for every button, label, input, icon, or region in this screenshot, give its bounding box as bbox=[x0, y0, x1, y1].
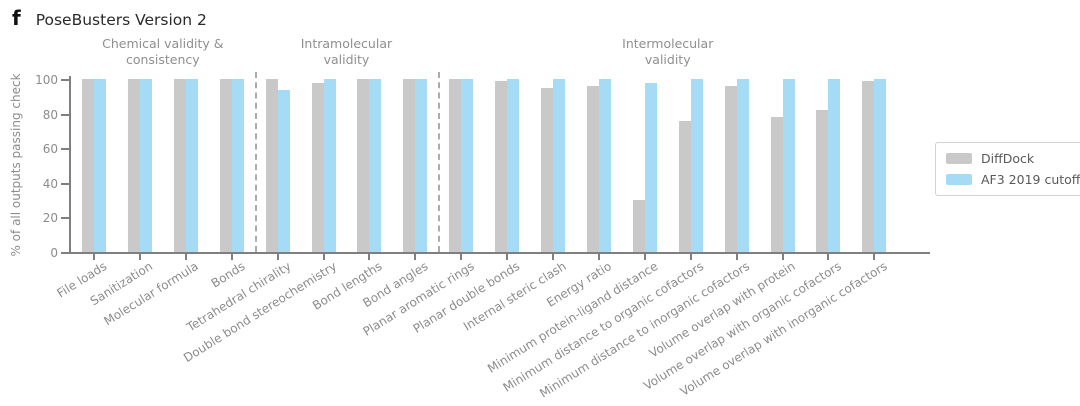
y-axis-spine bbox=[69, 76, 71, 254]
bar-af3-2019-cutoff bbox=[553, 79, 565, 252]
bar-af3-2019-cutoff bbox=[644, 82, 657, 252]
y-tick-label: 20 bbox=[42, 211, 58, 226]
y-tick-mark bbox=[61, 79, 69, 82]
y-tick-label: 100 bbox=[35, 73, 58, 88]
bar-af3-2019-cutoff bbox=[185, 79, 198, 252]
legend-row: AF3 2019 cutoff bbox=[946, 172, 1080, 187]
y-tick-mark bbox=[61, 217, 69, 220]
section-separator bbox=[254, 72, 257, 252]
bar-af3-2019-cutoff bbox=[461, 79, 474, 252]
y-axis-label: % of all outputs passing check bbox=[9, 73, 23, 257]
figure-title: f PoseBusters Version 2 bbox=[12, 6, 207, 30]
x-tick-mark bbox=[689, 254, 692, 260]
bar-diffdock bbox=[724, 86, 737, 252]
bar-diffdock bbox=[816, 110, 829, 252]
bar-diffdock bbox=[403, 79, 416, 252]
x-tick-mark bbox=[460, 254, 463, 260]
x-tick-mark bbox=[276, 254, 279, 260]
bar-af3-2019-cutoff bbox=[323, 79, 336, 252]
x-tick-mark bbox=[552, 254, 554, 260]
x-tick-mark bbox=[643, 254, 646, 260]
x-tick-mark bbox=[597, 254, 600, 260]
bar-af3-2019-cutoff bbox=[828, 79, 841, 252]
bar-af3-2019-cutoff bbox=[507, 79, 520, 252]
section-header: Intramolecular validity bbox=[300, 36, 393, 68]
y-tick-mark bbox=[61, 148, 69, 151]
bar-af3-2019-cutoff bbox=[369, 79, 382, 252]
x-axis-spine bbox=[69, 252, 930, 254]
bar-af3-2019-cutoff bbox=[874, 79, 887, 252]
bar-diffdock bbox=[586, 86, 599, 252]
legend-row: DiffDock bbox=[946, 151, 1080, 166]
bar-af3-2019-cutoff bbox=[277, 89, 290, 252]
bar-af3-2019-cutoff bbox=[598, 79, 611, 252]
bar-af3-2019-cutoff bbox=[782, 79, 795, 252]
bar-diffdock bbox=[541, 87, 553, 252]
legend: DiffDock AF3 2019 cutoff bbox=[935, 142, 1080, 196]
y-tick-label: 60 bbox=[42, 142, 58, 157]
legend-swatch-icon bbox=[946, 153, 972, 164]
bar-diffdock bbox=[357, 79, 370, 252]
bar-diffdock bbox=[632, 200, 645, 252]
bar-diffdock bbox=[265, 79, 278, 252]
y-tick-mark bbox=[61, 113, 69, 116]
x-tick-mark bbox=[414, 254, 417, 260]
bar-diffdock bbox=[449, 79, 462, 252]
section-header: Intermolecular validity bbox=[622, 36, 714, 68]
bar-diffdock bbox=[82, 79, 94, 252]
bar-af3-2019-cutoff bbox=[690, 79, 703, 252]
section-header: Chemical validity & consistency bbox=[102, 36, 224, 68]
x-tick-mark bbox=[781, 254, 784, 260]
y-tick-mark bbox=[61, 182, 69, 185]
bar-af3-2019-cutoff bbox=[94, 79, 106, 252]
panel-letter: f bbox=[12, 6, 21, 30]
x-tick-mark bbox=[873, 254, 876, 260]
bar-diffdock bbox=[678, 120, 691, 252]
bar-af3-2019-cutoff bbox=[736, 79, 749, 252]
bar-diffdock bbox=[770, 117, 783, 252]
bar-diffdock bbox=[219, 79, 232, 252]
x-tick-mark bbox=[506, 254, 509, 260]
x-tick-mark bbox=[230, 254, 233, 260]
y-tick-label: 0 bbox=[50, 246, 58, 260]
bar-diffdock bbox=[173, 79, 186, 252]
bar-af3-2019-cutoff bbox=[139, 79, 152, 252]
legend-swatch-icon bbox=[946, 174, 972, 185]
x-tick-mark bbox=[368, 254, 371, 260]
y-tick-label: 80 bbox=[42, 107, 58, 122]
bar-af3-2019-cutoff bbox=[231, 79, 244, 252]
x-tick-mark bbox=[93, 254, 95, 260]
x-tick-mark bbox=[827, 254, 830, 260]
section-separator bbox=[438, 72, 441, 252]
x-tick-mark bbox=[735, 254, 738, 260]
chart-title: PoseBusters Version 2 bbox=[35, 11, 207, 29]
x-tick-mark bbox=[138, 254, 141, 260]
y-tick-mark bbox=[61, 252, 69, 254]
legend-label: DiffDock bbox=[981, 151, 1035, 166]
y-tick-label: 40 bbox=[42, 176, 58, 191]
bar-diffdock bbox=[495, 81, 508, 252]
bar-af3-2019-cutoff bbox=[415, 79, 428, 252]
x-tick-mark bbox=[322, 254, 325, 260]
legend-label: AF3 2019 cutoff bbox=[981, 172, 1080, 187]
bar-diffdock bbox=[862, 81, 875, 252]
bar-diffdock bbox=[311, 82, 324, 252]
bar-diffdock bbox=[127, 79, 140, 252]
x-tick-mark bbox=[184, 254, 187, 260]
